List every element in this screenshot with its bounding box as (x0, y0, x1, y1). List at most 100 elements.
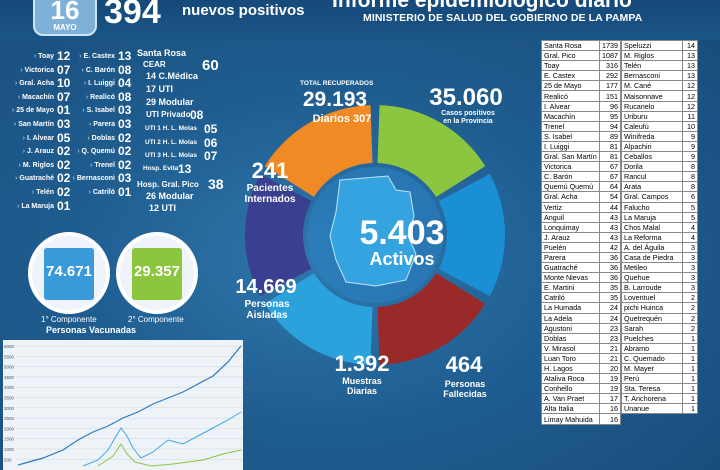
locality-name: M. Riglos (620, 50, 684, 62)
locality-name: Macachín (541, 110, 600, 122)
locality-name: Santa Rosa (541, 39, 600, 52)
locality-cases: 9 (682, 130, 698, 142)
locality-name: A. del Águila (620, 241, 684, 253)
locality-cases: 8 (682, 161, 698, 173)
table-row: Santa Rosa 1739 (541, 39, 622, 52)
locality-name: La Adela (541, 312, 600, 324)
loc-left-name: › M. Riglos (18, 161, 54, 169)
arrow-icon: › (72, 175, 75, 183)
loc-left-name: › I. Alvear (22, 134, 54, 142)
locality-name: Casa de Piedra (620, 251, 684, 264)
locality-cases: 10 (682, 120, 698, 132)
locality-name: La Maruja (620, 211, 684, 223)
loc-mid-name: › C. Barón (81, 66, 115, 74)
chart-tick-label: 4000 (4, 385, 15, 390)
arrow-icon: › (33, 53, 37, 60)
arrow-icon: › (22, 148, 26, 156)
loc-mid-value: 01 (118, 185, 132, 199)
locality-cases: 16 (598, 403, 622, 415)
locality-name: La Humada (541, 302, 600, 314)
loc-mid-value: 08 (118, 62, 132, 77)
locality-name: Limay Mahuida (541, 413, 600, 425)
cear-item-2: 17 UTI (146, 84, 174, 94)
arrow-icon: › (85, 93, 89, 101)
arrow-icon: › (16, 202, 20, 210)
molas-1-label: UTI 1 H. L. Molas (145, 125, 198, 132)
loc-left-value: 05 (57, 130, 71, 145)
locality-cases: 43 (598, 211, 622, 223)
table-row: A. Van Praet 17 (541, 393, 622, 405)
isolated-label: Personas Aisladas (244, 299, 290, 321)
vaccinated-first-circle: 74.671 (28, 232, 110, 314)
locality-cases: 5 (682, 201, 698, 213)
chart-tick-label: 2000 (4, 426, 15, 431)
locality-name: Uriburu (620, 110, 684, 122)
positives-label: Casos positivos en la Provincia (441, 110, 495, 125)
molas-3-label: UTI 3 H. L. Molas (145, 152, 198, 159)
arrow-icon: › (18, 161, 21, 169)
locality-name: Rancul (620, 171, 684, 183)
locality-cases: 24 (598, 302, 622, 314)
loc-left-name: › San Martín (13, 121, 54, 128)
table-row: Catriló 35 (541, 292, 622, 304)
locality-name: Metileo (620, 262, 684, 274)
locality-name: Winifreda (620, 130, 684, 142)
locality-name: Monte Nievas (541, 272, 600, 284)
isolated-value: 14.669 (235, 276, 297, 298)
locality-cases: 17 (598, 393, 622, 405)
arrow-icon: › (22, 134, 26, 142)
table-row: Gral. Campos 6 (620, 191, 698, 203)
locality-name: M. Cané (620, 80, 684, 92)
locality-cases: 94 (598, 120, 622, 132)
arrow-icon: › (13, 121, 17, 128)
locality-cases: 1 (682, 342, 698, 354)
locality-name: Dorila (620, 161, 684, 173)
table-row: Puelén 42 (541, 241, 622, 253)
locality-cases: 12 (682, 90, 698, 102)
locality-cases: 1 (682, 373, 698, 385)
locality-name: C. Quemado (620, 352, 684, 365)
table-row: Limay Mahuida 16 (541, 413, 622, 425)
locality-name: Puelén (541, 241, 600, 253)
loc-left-name: › Toay (33, 53, 54, 60)
table-row: Quemú Quemú 64 (541, 181, 622, 193)
table-row: Rucanelo 12 (620, 100, 698, 112)
recovered-value: 29.193 (302, 88, 368, 111)
locality-name: I. Alvear (541, 100, 600, 112)
table-row: M. Riglos 13 (620, 50, 698, 62)
locality-cases: 21 (598, 342, 622, 354)
locality-name: S. Isabel (541, 130, 600, 142)
date-day: 16 (50, 0, 80, 25)
locality-cases: 13 (682, 70, 698, 82)
locality-name: C. Barón (541, 171, 600, 183)
table-row: Unanue 1 (620, 403, 698, 415)
locality-cases: 5 (682, 211, 698, 223)
vaccinated-caption: Personas Vacunadas (46, 325, 137, 335)
loc-left-value: 10 (57, 76, 71, 91)
isolated-segment (245, 173, 312, 297)
chart-tick-label: 6000 (4, 344, 15, 349)
table-row: Falucho 5 (620, 201, 698, 213)
loc-left-value: 03 (57, 117, 71, 131)
locality-name: Trenel (541, 120, 600, 132)
locality-name: Ceballos (620, 151, 684, 163)
page-subtitle: MINISTERIO DE SALUD DEL GOBIERNO DE LA P… (363, 12, 643, 24)
locality-cases: 14 (682, 39, 698, 52)
loc-mid-name: › Trenel (90, 161, 115, 169)
locality-cases: 177 (598, 80, 622, 92)
locality-cases: 9 (682, 151, 698, 163)
table-row: Caleufú 10 (620, 120, 698, 132)
table-row: Guatraché 36 (541, 262, 622, 274)
loc-left-value: 01 (57, 198, 71, 213)
locality-cases: 6 (682, 191, 698, 203)
table-row: Trenel 94 (541, 120, 622, 132)
loc-mid-name: › E. Castex (79, 53, 115, 60)
arrow-icon: › (31, 189, 35, 196)
table-row: S. Isabel 89 (541, 130, 622, 142)
locality-cases: 67 (598, 161, 622, 173)
cases-table-left: Santa Rosa 1739 Gral. Pico 1087 Toay 316 E. Ca… (541, 39, 622, 425)
locality-cases: 43 (598, 221, 622, 233)
new-cases-label: nuevos positivos (182, 2, 305, 19)
locality-name: Toay (541, 60, 600, 72)
loc-mid-value: 02 (118, 157, 132, 172)
